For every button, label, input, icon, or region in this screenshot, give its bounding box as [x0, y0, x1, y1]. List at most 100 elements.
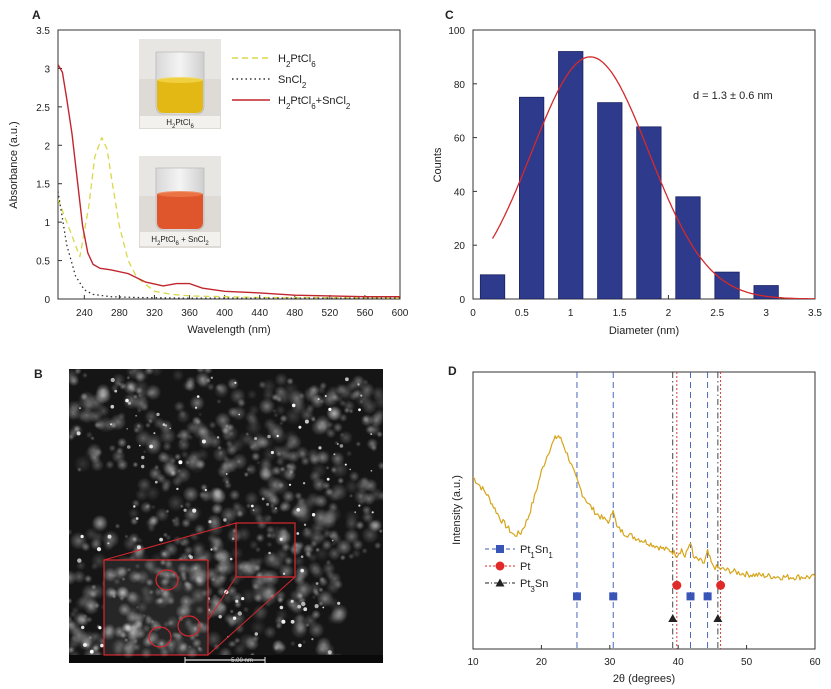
stem-grain: [73, 454, 92, 473]
stem-bright-particle: [107, 534, 112, 539]
stem-bright-particle: [139, 444, 141, 447]
panel-a-axes: 240 280 320 360 400 440 480 520 560 600 0 0.5 1 1.5 2 2…: [36, 26, 409, 319]
panel-d-markers: [572, 580, 726, 623]
stem-grain: [255, 546, 261, 553]
stem-bright-particle: [254, 437, 258, 440]
stem-grain: [372, 393, 383, 411]
stem-grain: [308, 453, 321, 466]
panel-d-legend-marker: [496, 545, 504, 553]
stem-bright-particle: [360, 394, 363, 397]
stem-grain: [331, 541, 336, 547]
panel-c-y-tick-label: 0: [459, 295, 465, 306]
stem-grain: [86, 616, 93, 623]
stem-grain: [128, 507, 140, 520]
stem-grain: [255, 533, 265, 543]
stem-grain: [316, 419, 332, 435]
panel-d-legend-entry: Pt3Sn: [485, 578, 548, 594]
stem-grain: [112, 594, 117, 599]
stem-grain: [212, 593, 218, 600]
stem-bright-particle: [281, 619, 286, 624]
stem-grain: [209, 573, 226, 590]
stem-bright-particle: [315, 582, 319, 585]
stem-zoom-source-box: [235, 522, 296, 578]
panel-d-ylabel: Intensity (a.u.): [451, 475, 463, 545]
stem-grain: [361, 511, 374, 524]
panel-d-letter: D: [448, 364, 457, 378]
panel-a-legend-label: H2PtCl6+SnCl2: [278, 95, 351, 111]
stem-grain: [282, 381, 300, 399]
stem-grain: [176, 409, 191, 424]
stem-grain: [283, 556, 294, 566]
stem-grain: [162, 620, 170, 628]
stem-grain: [90, 630, 101, 642]
stem-grain: [300, 456, 311, 466]
panel-a-legend-label: SnCl2: [278, 74, 307, 90]
stem-grain: [83, 574, 93, 583]
stem-grain: [188, 505, 203, 521]
stem-grain: [231, 503, 247, 519]
stem-grain: [159, 559, 167, 566]
stem-grain: [263, 417, 277, 432]
stem-grain: [162, 574, 174, 586]
stem-grain: [208, 421, 217, 430]
stem-grain: [166, 494, 185, 512]
stem-bright-particle: [241, 597, 245, 601]
panel-a-x-tick-label: 400: [216, 308, 233, 319]
stem-grain: [362, 492, 376, 506]
stem-bright-particle: [250, 504, 254, 508]
stem-grain: [217, 445, 222, 451]
stem-grain: [200, 588, 210, 598]
stem-grain: [321, 539, 333, 551]
stem-bright-particle: [234, 381, 237, 384]
stem-grain: [103, 623, 116, 636]
panel-c-x-tick-label: 2: [666, 308, 672, 319]
stem-grain: [142, 613, 147, 618]
stem-bright-particle: [98, 626, 102, 630]
histogram-bar: [479, 274, 506, 299]
stem-bright-particle: [311, 513, 316, 517]
stem-grain: [279, 414, 288, 423]
stem-grain: [117, 565, 129, 577]
stem-grain: [344, 479, 360, 495]
stem-grain: [286, 377, 294, 385]
histogram-bar: [597, 102, 623, 299]
stem-bright-particle: [81, 625, 85, 630]
stem-bright-particle: [303, 607, 308, 612]
mixture-absorbance-line: [58, 64, 400, 298]
panel-a-y-tick-label: 0.5: [36, 257, 50, 268]
stem-grain: [228, 489, 241, 501]
stem-grain: [142, 636, 154, 648]
stem-bright-particle: [282, 572, 286, 575]
stem-grain: [298, 593, 303, 599]
stem-bright-particle: [331, 539, 334, 542]
panel-d-x-tick-label: 60: [809, 657, 821, 668]
stem-grain: [96, 404, 110, 418]
panel-d-legend-marker: [495, 561, 505, 571]
stem-grain: [211, 502, 224, 515]
stem-grain: [69, 646, 75, 654]
stem-grain: [145, 433, 163, 451]
phase-marker-pt1sn1: [703, 592, 712, 601]
stem-bright-particle: [178, 460, 183, 465]
stem-grain: [183, 580, 191, 588]
stem-bright-particle: [201, 439, 206, 444]
stem-grain: [121, 623, 132, 634]
stem-grain: [339, 432, 345, 438]
stem-grain: [217, 556, 227, 566]
stem-bright-particle: [162, 423, 166, 426]
panel-a-y-tick-label: 3: [44, 64, 50, 75]
panel-d-legend-marker: [495, 578, 505, 587]
stem-grain: [329, 607, 347, 625]
stem-grain: [351, 539, 364, 551]
panel-d-frame: [472, 371, 816, 650]
panel-c-bars: [479, 51, 779, 299]
stem-grain: [332, 422, 343, 433]
stem-bright-particle: [324, 395, 327, 397]
stem-grain: [316, 385, 326, 395]
stem-grain: [83, 613, 88, 618]
stem-grain: [253, 593, 263, 603]
stem-bright-particle: [223, 518, 227, 522]
stem-bright-particle: [210, 376, 213, 379]
stem-bright-particle: [276, 434, 279, 438]
